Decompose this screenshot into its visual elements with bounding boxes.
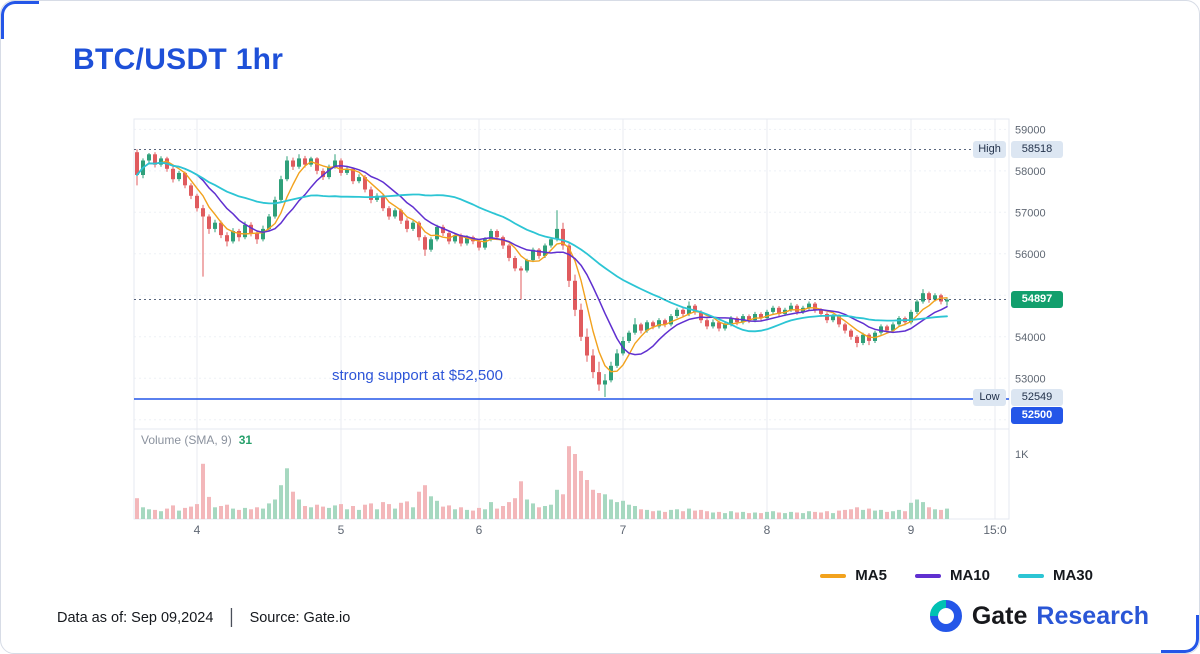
ma-legend: MA5 MA10 MA30 [820, 567, 1093, 584]
volume-header: Volume (SMA, 9) 31 [141, 433, 252, 447]
footer-divider: | [229, 606, 234, 628]
legend-label: MA30 [1052, 567, 1093, 584]
svg-text:9: 9 [908, 523, 915, 537]
marker-lines [134, 148, 1009, 400]
svg-text:59000: 59000 [1015, 124, 1046, 136]
brand-lockup: Gate Research [929, 599, 1149, 633]
svg-text:4: 4 [194, 523, 201, 537]
svg-text:56000: 56000 [1015, 249, 1046, 261]
last-price-badge: 54897 [1011, 291, 1063, 308]
svg-text:6: 6 [476, 523, 483, 537]
ma5-swatch-icon [820, 573, 847, 578]
support-badge: 52500 [1011, 407, 1063, 424]
ma30-swatch-icon [1017, 573, 1044, 578]
corner-accent-bottom-right [1161, 615, 1199, 653]
high-pill: High [973, 141, 1006, 158]
high-badge: 58518 [1011, 141, 1063, 158]
volume-bars [135, 446, 949, 520]
svg-text:7: 7 [620, 523, 627, 537]
legend-label: MA5 [855, 567, 887, 584]
legend-item-ma10: MA10 [914, 567, 990, 584]
grid-lines [133, 118, 1010, 520]
brand-name-primary: Gate [971, 601, 1028, 630]
candlestick-chart: 59000 58000 57000 56000 54000 53000 1K 4 5 6 7 8 9 15… [133, 118, 1046, 537]
svg-text:15:0: 15:0 [983, 523, 1007, 537]
svg-text:57000: 57000 [1015, 207, 1046, 219]
gate-logo-icon [929, 600, 962, 632]
legend-item-ma5: MA5 [820, 567, 887, 584]
low-pill: Low [973, 389, 1006, 406]
svg-text:58000: 58000 [1015, 166, 1046, 178]
brand-name-secondary: Research [1036, 601, 1149, 630]
svg-text:8: 8 [764, 523, 771, 537]
svg-text:53000: 53000 [1015, 373, 1046, 385]
svg-text:1K: 1K [1015, 449, 1029, 461]
svg-text:5: 5 [338, 523, 345, 537]
volume-label: Volume (SMA, 9) [141, 433, 232, 447]
corner-accent-top-left [1, 1, 39, 39]
footer: Data as of: Sep 09,2024 | Source: Gate.i… [57, 606, 351, 628]
axis-labels: 59000 58000 57000 56000 54000 53000 1K 4 5 6 7 8 9 15… [194, 124, 1046, 537]
page-title: BTC/USDT 1hr [73, 43, 284, 76]
volume-value: 31 [238, 433, 253, 447]
legend-label: MA10 [949, 567, 990, 584]
ma-lines [136, 160, 948, 373]
source-text: Source: Gate.io [249, 610, 351, 626]
legend-item-ma30: MA30 [1017, 567, 1093, 584]
support-annotation: strong support at $52,500 [332, 367, 503, 384]
chart-area: 59000 58000 57000 56000 54000 53000 1K 4 5 6 7 8 9 15… [121, 111, 1066, 546]
candles [135, 149, 949, 397]
data-as-of-text: Data as of: Sep 09,2024 [57, 610, 214, 626]
low-badge: 52549 [1011, 389, 1063, 406]
ma10-swatch-icon [914, 573, 941, 578]
svg-text:54000: 54000 [1015, 332, 1046, 344]
